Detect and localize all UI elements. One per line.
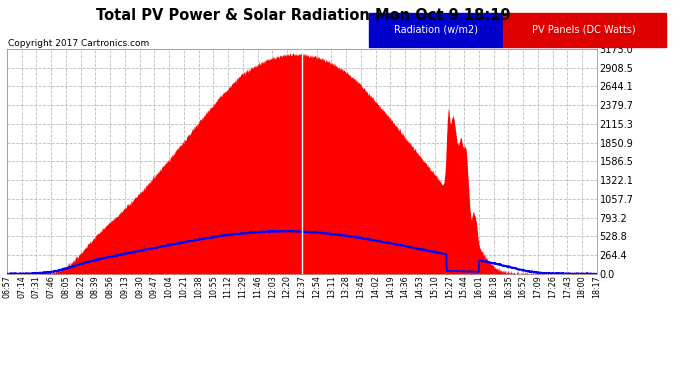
Text: Copyright 2017 Cartronics.com: Copyright 2017 Cartronics.com <box>8 39 150 48</box>
Text: Total PV Power & Solar Radiation Mon Oct 9 18:19: Total PV Power & Solar Radiation Mon Oct… <box>97 8 511 22</box>
Bar <box>369 13 502 47</box>
Bar <box>502 13 666 47</box>
Text: PV Panels (DC Watts): PV Panels (DC Watts) <box>533 25 636 35</box>
Text: Radiation (w/m2): Radiation (w/m2) <box>394 25 478 35</box>
